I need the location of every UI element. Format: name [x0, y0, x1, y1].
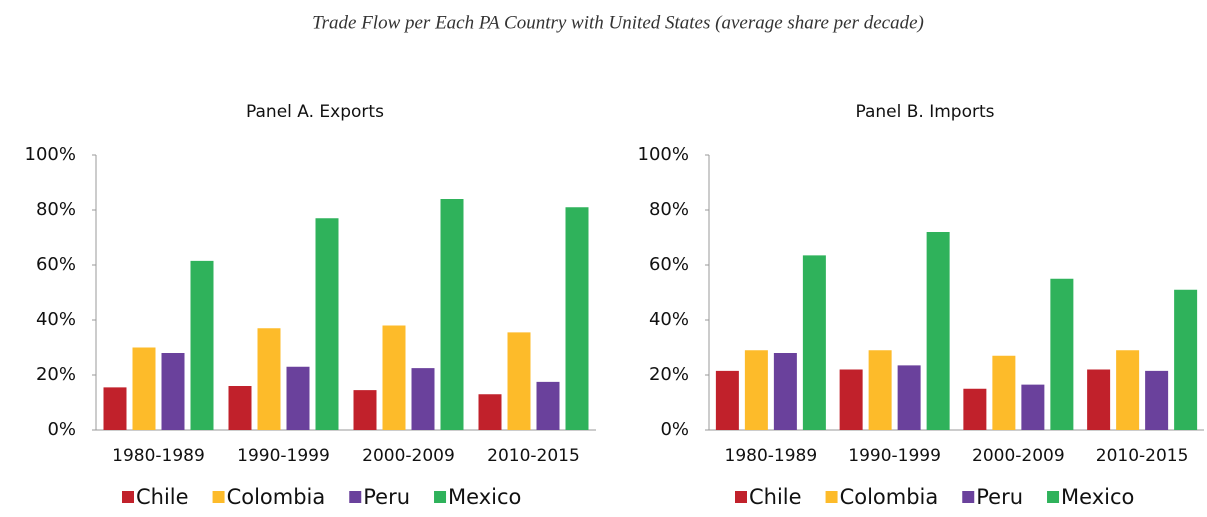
- bar: [1174, 289, 1198, 430]
- y-tick-label: 80%: [36, 199, 76, 220]
- bar: [507, 332, 531, 430]
- bar: [228, 386, 252, 430]
- legend-label: Peru: [976, 485, 1023, 509]
- bar: [773, 353, 797, 430]
- legend-label: Colombia: [227, 485, 326, 509]
- bar: [478, 394, 502, 430]
- bar: [353, 390, 377, 430]
- bar: [839, 369, 863, 430]
- legend-swatch: [962, 491, 975, 503]
- bar: [565, 207, 589, 430]
- bar: [161, 353, 185, 430]
- bar: [992, 355, 1016, 430]
- bar: [257, 328, 281, 430]
- legend-swatch: [735, 491, 747, 503]
- x-tick-label: 1990-1999: [237, 446, 330, 466]
- bar: [286, 366, 310, 430]
- bar: [897, 365, 921, 430]
- x-tick-label: 2000-2009: [972, 446, 1065, 466]
- x-tick-label: 2010-2015: [487, 446, 580, 466]
- y-tick-label: 100%: [638, 144, 689, 165]
- figure-title: Trade Flow per Each PA Country with Unit…: [312, 12, 924, 33]
- legend-label: Chile: [749, 485, 802, 509]
- bar: [190, 260, 214, 430]
- legend-label: Mexico: [448, 485, 521, 509]
- bar: [744, 350, 768, 430]
- y-tick-label: 40%: [36, 309, 76, 330]
- y-tick-label: 0%: [47, 419, 76, 440]
- legend-swatch: [212, 491, 225, 503]
- y-tick-label: 60%: [649, 254, 689, 275]
- bar: [1050, 278, 1074, 430]
- bar: [1021, 384, 1045, 430]
- legend-swatch: [1047, 491, 1060, 503]
- bar: [440, 199, 464, 430]
- bar: [963, 388, 987, 430]
- bar: [132, 347, 156, 430]
- bar: [1145, 370, 1169, 430]
- bar: [1116, 350, 1140, 430]
- x-tick-label: 1990-1999: [848, 446, 941, 466]
- y-tick-label: 100%: [25, 144, 76, 165]
- y-tick-label: 40%: [649, 309, 689, 330]
- bar: [315, 218, 339, 430]
- y-tick-label: 80%: [649, 199, 689, 220]
- legend-label: Peru: [363, 485, 410, 509]
- y-tick-label: 20%: [36, 364, 76, 385]
- legend-swatch: [825, 491, 838, 503]
- bar: [1087, 369, 1111, 430]
- y-tick-label: 0%: [660, 419, 689, 440]
- legend-swatch: [122, 491, 134, 503]
- legend-label: Chile: [136, 485, 189, 509]
- y-tick-label: 60%: [36, 254, 76, 275]
- bar: [926, 232, 950, 430]
- x-tick-label: 2000-2009: [362, 446, 455, 466]
- bar: [103, 387, 127, 430]
- bar: [715, 370, 739, 430]
- bar: [536, 381, 560, 430]
- legend-swatch: [349, 491, 362, 503]
- panel-title: Panel B. Imports: [855, 102, 994, 122]
- bar: [868, 350, 892, 430]
- bar: [802, 255, 826, 430]
- x-tick-label: 1980-1989: [112, 446, 205, 466]
- legend-label: Mexico: [1061, 485, 1134, 509]
- panel-title: Panel A. Exports: [246, 102, 384, 122]
- x-tick-label: 1980-1989: [725, 446, 818, 466]
- bar: [411, 368, 435, 430]
- y-tick-label: 20%: [649, 364, 689, 385]
- legend-label: Colombia: [840, 485, 939, 509]
- legend-swatch: [434, 491, 447, 503]
- x-tick-label: 2010-2015: [1096, 446, 1189, 466]
- bar: [382, 325, 406, 430]
